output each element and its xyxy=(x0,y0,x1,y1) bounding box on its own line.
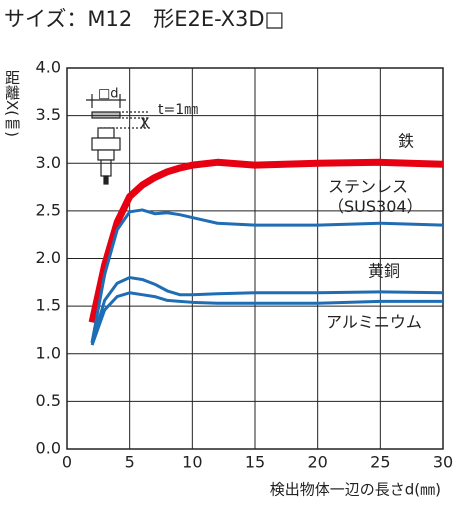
annotation: X xyxy=(140,116,150,132)
y-tick-label: 3.0 xyxy=(36,153,61,172)
y-tick-label: 2.0 xyxy=(36,248,61,267)
sensor-diagram xyxy=(86,94,150,185)
y-tick-label: 3.5 xyxy=(36,105,61,124)
annotation: t=1㎜ xyxy=(158,102,198,118)
y-tick-label: 0.5 xyxy=(36,391,61,410)
series-line xyxy=(90,276,444,344)
series-line xyxy=(88,158,444,324)
y-tick-label: 4.0 xyxy=(36,58,61,77)
x-tick-label: 5 xyxy=(125,453,135,472)
x-tick-label: 15 xyxy=(245,453,265,472)
x-tick-label: 20 xyxy=(307,453,327,472)
y-tick-label: 2.5 xyxy=(36,200,61,219)
plot-frame xyxy=(66,67,444,450)
y-tick-label: 1.0 xyxy=(36,343,61,362)
x-tick-label: 25 xyxy=(370,453,390,472)
series-label: 黄銅 xyxy=(368,262,400,281)
x-tick-label: 30 xyxy=(433,453,453,472)
y-axis-label: 距離X(㎜) xyxy=(3,70,21,137)
y-tick-label: 0.0 xyxy=(36,439,61,458)
series-line xyxy=(90,291,443,346)
chart-title: サイズ：M12 形E2E-X3D□ xyxy=(4,7,284,31)
annotation: □d xyxy=(98,87,119,102)
x-tick-label: 0 xyxy=(62,453,72,472)
series-label: アルミニウム xyxy=(326,313,422,332)
x-tick-label: 10 xyxy=(182,453,202,472)
x-axis-label: 検出物体一辺の長さd(㎜) xyxy=(270,481,441,499)
series-label: 鉄 xyxy=(398,132,414,151)
series-line xyxy=(90,208,444,343)
series-label: ステンレス（SUS304） xyxy=(328,177,423,216)
y-tick-label: 1.5 xyxy=(36,296,61,315)
